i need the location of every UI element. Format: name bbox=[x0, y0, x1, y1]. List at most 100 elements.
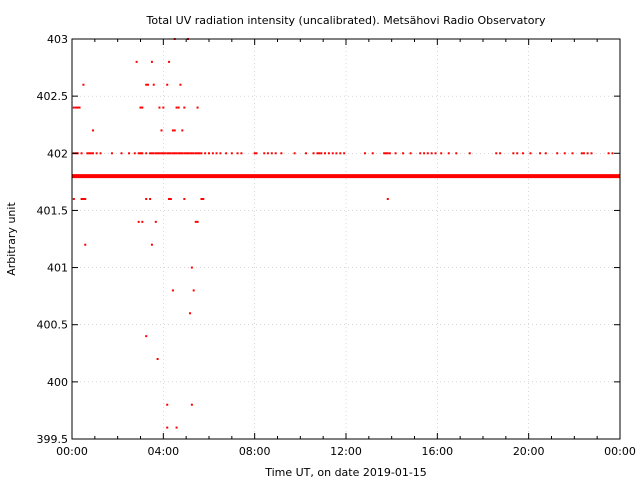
data-point bbox=[179, 83, 182, 86]
data-point bbox=[582, 152, 585, 155]
data-point bbox=[145, 152, 148, 155]
data-point bbox=[186, 152, 189, 155]
data-point bbox=[173, 152, 176, 155]
plot-frame bbox=[71, 38, 621, 440]
data-point bbox=[586, 152, 589, 155]
data-point bbox=[544, 152, 547, 155]
data-point bbox=[150, 60, 153, 63]
data-point bbox=[495, 152, 498, 155]
data-point bbox=[189, 152, 192, 155]
data-point bbox=[171, 129, 174, 132]
data-point bbox=[388, 152, 391, 155]
data-point bbox=[110, 152, 113, 155]
y-tick-label: 403 bbox=[47, 33, 68, 46]
data-point bbox=[196, 106, 199, 109]
data-point bbox=[181, 152, 184, 155]
data-point bbox=[363, 152, 366, 155]
data-point bbox=[158, 106, 161, 109]
data-point bbox=[409, 152, 412, 155]
x-tick-label: 00:00 bbox=[56, 445, 88, 458]
data-point bbox=[160, 152, 163, 155]
data-point bbox=[89, 152, 92, 155]
data-point bbox=[169, 152, 172, 155]
data-point bbox=[95, 152, 98, 155]
data-point bbox=[156, 152, 159, 155]
data-point bbox=[384, 152, 387, 155]
data-point bbox=[280, 152, 283, 155]
y-tick-label: 401 bbox=[47, 262, 68, 275]
data-point bbox=[156, 358, 159, 360]
data-point bbox=[147, 83, 150, 86]
data-point bbox=[386, 152, 389, 155]
data-point bbox=[185, 152, 188, 155]
y-axis-label: Arbitrary unit bbox=[5, 202, 18, 276]
data-point bbox=[162, 106, 165, 109]
data-point bbox=[240, 152, 243, 155]
data-point bbox=[82, 83, 85, 86]
data-point bbox=[202, 198, 205, 200]
data-point bbox=[327, 152, 330, 155]
data-point bbox=[204, 152, 207, 155]
data-point bbox=[236, 152, 239, 155]
data-point bbox=[78, 106, 81, 109]
data-point bbox=[175, 152, 178, 155]
data-point bbox=[166, 426, 169, 429]
data-point bbox=[253, 152, 256, 155]
data-point bbox=[211, 152, 214, 155]
data-point bbox=[166, 152, 169, 155]
data-point bbox=[150, 243, 153, 246]
data-point bbox=[383, 152, 386, 155]
data-point bbox=[168, 152, 171, 155]
data-point bbox=[80, 198, 83, 200]
x-tick-label: 20:00 bbox=[513, 445, 545, 458]
data-point bbox=[166, 83, 169, 86]
x-tick-label: 12:00 bbox=[330, 445, 362, 458]
data-point bbox=[80, 152, 83, 155]
data-point bbox=[230, 152, 233, 155]
data-point bbox=[183, 106, 186, 109]
data-point bbox=[166, 403, 169, 406]
data-point bbox=[455, 152, 458, 155]
data-point bbox=[88, 152, 91, 155]
data-point bbox=[120, 152, 123, 155]
data-point bbox=[521, 152, 524, 155]
data-point bbox=[343, 152, 346, 155]
data-point bbox=[196, 220, 199, 223]
data-point bbox=[173, 129, 176, 132]
data-point bbox=[168, 60, 171, 63]
data-point bbox=[394, 152, 397, 155]
data-point bbox=[183, 152, 186, 155]
data-point bbox=[189, 312, 192, 315]
y-tick-label: 400 bbox=[47, 376, 68, 389]
data-point bbox=[74, 106, 77, 109]
data-point bbox=[434, 152, 437, 155]
x-tick-label: 04:00 bbox=[147, 445, 179, 458]
data-point bbox=[607, 152, 610, 155]
data-point bbox=[175, 106, 178, 109]
data-point bbox=[192, 152, 195, 155]
data-point bbox=[145, 198, 148, 200]
y-tick-label: 402 bbox=[47, 147, 68, 160]
data-point bbox=[154, 152, 157, 155]
data-point bbox=[84, 198, 87, 200]
data-point bbox=[82, 198, 85, 200]
data-point bbox=[423, 152, 426, 155]
data-point bbox=[339, 152, 342, 155]
data-point bbox=[72, 198, 75, 200]
data-point bbox=[274, 152, 277, 155]
data-point bbox=[580, 152, 583, 155]
data-point bbox=[447, 152, 450, 155]
chart-title: Total UV radiation intensity (uncalibrat… bbox=[146, 14, 546, 27]
data-point bbox=[430, 152, 433, 155]
data-point bbox=[152, 83, 155, 86]
data-point bbox=[158, 152, 161, 155]
data-points bbox=[72, 38, 614, 429]
data-point bbox=[512, 152, 515, 155]
data-point bbox=[150, 152, 153, 155]
data-point bbox=[92, 129, 95, 132]
data-point bbox=[149, 152, 152, 155]
data-point bbox=[426, 152, 429, 155]
data-point bbox=[468, 152, 471, 155]
data-point bbox=[84, 243, 87, 246]
